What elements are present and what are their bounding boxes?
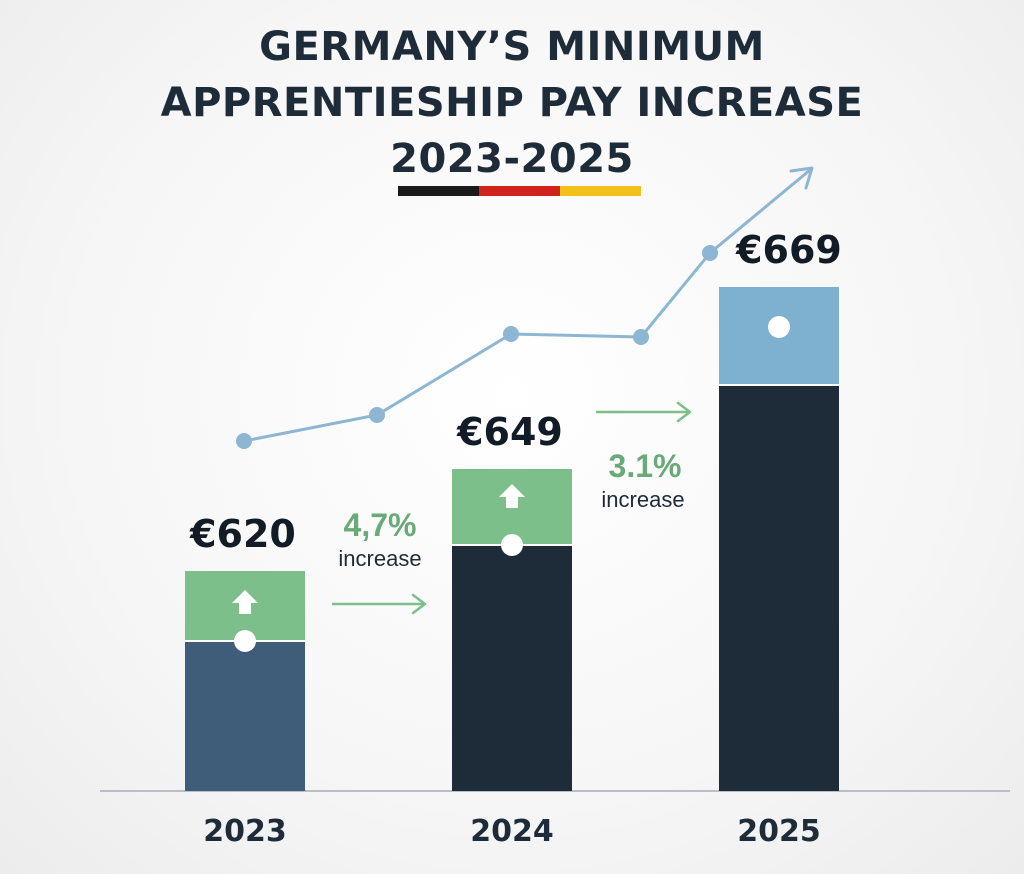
increase-text: increase [338,546,421,571]
bar-body-2025 [719,385,839,791]
bar-dot-2023 [234,630,256,652]
increase-percent: 3.1% [609,448,682,484]
trend-arrowhead-icon [789,166,814,190]
arrow-right-head-icon [676,401,692,423]
flag-stripe-red [479,186,560,196]
title-line-2: APPRENTIESHIP PAY INCREASE [160,80,864,126]
trend-point [503,326,519,342]
year-label-2024: 2024 [470,814,554,849]
increase-annotation-2024: 4,7% increase [332,507,427,615]
increase-text: increase [601,487,684,512]
title-line-1: GERMANY’S MINIMUM [259,24,765,70]
bar-dot-2025 [768,316,790,338]
year-labels: 2023 2024 2025 [203,814,821,849]
increase-percent: 4,7% [344,507,417,543]
german-flag-underline [398,186,641,196]
bar-2025 [719,287,839,791]
trend-point [369,407,385,423]
trend-line [243,168,811,443]
flag-stripe-gold [560,186,641,196]
trend-point [702,245,718,261]
bar-2024 [452,469,572,791]
value-label-2025: €669 [735,228,842,272]
bar-body-2023 [185,641,305,791]
up-arrow-icon [499,484,525,508]
value-label-2023: €620 [189,512,296,556]
year-label-2025: 2025 [737,814,821,849]
arrow-right-head-icon [411,593,427,615]
bar-body-2024 [452,545,572,791]
trend-point [633,329,649,345]
trend-point [236,433,252,449]
up-arrow-icon [232,590,258,614]
value-labels: €620 €649 €669 [189,228,842,556]
bar-dot-2024 [501,534,523,556]
flag-stripe-black [398,186,479,196]
trend-arrowhead-icon [789,166,814,190]
increase-annotation-2025: 3.1% increase [596,401,692,512]
increase-annotations: 4,7% increase 3.1% increase [332,401,692,615]
year-label-2023: 2023 [203,814,287,849]
title-line-3: 2023-2025 [390,136,634,182]
value-label-2024: €649 [456,410,563,454]
trend-points [236,245,718,449]
bars [185,287,839,791]
bar-2023 [185,571,305,791]
